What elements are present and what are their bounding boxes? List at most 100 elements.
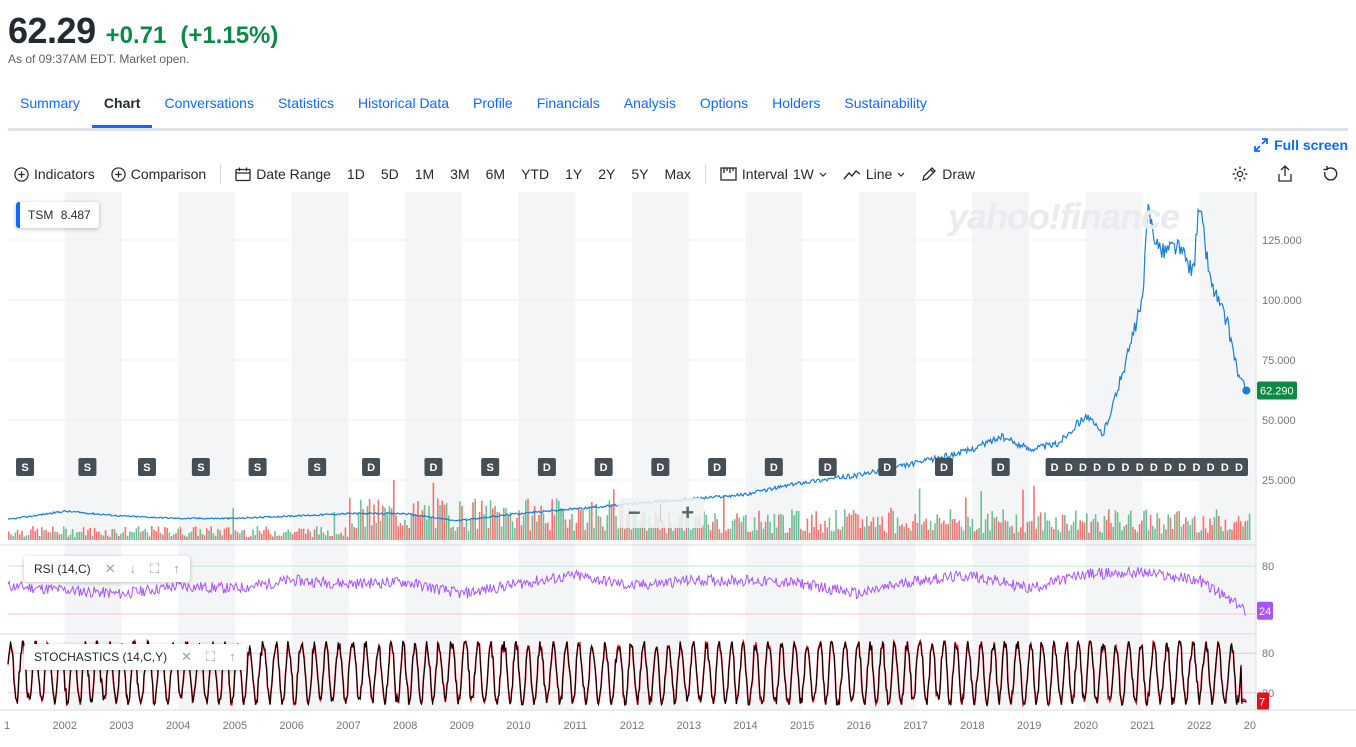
volume-bar	[1009, 526, 1011, 540]
volume-bar	[8, 531, 10, 540]
range-5y[interactable]: 5Y	[631, 166, 649, 182]
event-marker	[137, 458, 156, 476]
toolbar-divider	[704, 164, 706, 184]
range-5d[interactable]: 5D	[380, 166, 399, 182]
volume-bar	[888, 512, 890, 540]
range-ytd[interactable]: YTD	[521, 166, 550, 182]
event-marker-label: D	[1235, 462, 1243, 474]
volume-bar	[322, 532, 325, 540]
range-1d[interactable]: 1D	[346, 166, 365, 182]
volume-bar	[1244, 521, 1246, 540]
volume-bar	[989, 530, 991, 540]
year-band	[405, 192, 462, 710]
draw-button[interactable]: Draw	[913, 166, 983, 182]
event-marker-label: S	[254, 462, 261, 474]
symbol-legend[interactable]: TSM 8.487	[16, 202, 99, 228]
volume-bar	[525, 500, 527, 540]
event-marker-label: D	[1093, 462, 1101, 474]
tab-chart[interactable]: Chart	[91, 83, 153, 128]
volume-bar	[164, 527, 166, 540]
volume-bar	[881, 516, 883, 540]
volume-bar	[859, 527, 861, 540]
close-icon[interactable]: ✕	[181, 649, 193, 664]
volume-bar	[940, 523, 943, 540]
expand-icon[interactable]: ⛶	[150, 561, 160, 576]
tab-historical-data[interactable]: Historical Data	[357, 95, 450, 111]
arrow-up-icon[interactable]: ↑	[173, 561, 180, 576]
zoom-out-button[interactable]: −	[627, 500, 641, 525]
volume-bar	[371, 525, 373, 540]
tab-analysis[interactable]: Analysis	[623, 95, 676, 111]
volume-bar	[529, 530, 531, 540]
volume-bar	[747, 531, 749, 540]
event-marker	[248, 458, 267, 476]
range-6m[interactable]: 6M	[485, 166, 506, 182]
volume-bar	[936, 514, 938, 540]
volume-bar	[10, 534, 12, 540]
zoom-in-button[interactable]: +	[681, 500, 695, 525]
full-screen-button[interactable]: Full screen	[1254, 137, 1348, 153]
event-marker	[1159, 458, 1178, 476]
rsi-last-label: 24	[1259, 606, 1271, 618]
volume-bar	[395, 515, 397, 540]
reset-icon[interactable]	[1321, 165, 1338, 183]
volume-bar	[296, 531, 298, 540]
close-icon[interactable]: ✕	[104, 561, 116, 576]
range-1y[interactable]: 1Y	[565, 166, 583, 182]
volume-bar	[1149, 514, 1152, 540]
range-max[interactable]: Max	[664, 166, 691, 182]
range-3m[interactable]: 3M	[450, 166, 470, 182]
arrow-down-icon[interactable]: ↓	[129, 561, 137, 576]
volume-bar	[712, 521, 714, 540]
tab-statistics[interactable]: Statistics	[277, 95, 334, 111]
x-tick-label: 2021	[1130, 720, 1154, 732]
volume-bar	[793, 515, 795, 540]
volume-bar	[720, 532, 723, 540]
tab-conversations[interactable]: Conversations	[164, 95, 254, 111]
event-marker	[1102, 458, 1121, 476]
event-marker-label: S	[143, 462, 150, 474]
tab-options[interactable]: Options	[699, 95, 749, 111]
comparison-button[interactable]: Comparison	[103, 166, 214, 182]
tab-profile[interactable]: Profile	[473, 95, 513, 111]
tab-holders[interactable]: Holders	[772, 95, 821, 111]
indicators-button[interactable]: Indicators	[6, 166, 103, 182]
event-marker-label: D	[1122, 462, 1130, 474]
volume-bar	[96, 531, 98, 540]
volume-bar	[289, 531, 292, 540]
interval-button[interactable]: Interval 1W	[712, 166, 835, 182]
volume-bar	[1207, 532, 1209, 540]
x-tick-label: 2012	[620, 720, 644, 732]
volume-bar	[1132, 527, 1134, 540]
tab-sustainability[interactable]: Sustainability	[844, 95, 927, 111]
volume-bar	[1231, 529, 1233, 540]
zoom-divider	[660, 504, 662, 522]
volume-bar	[580, 509, 582, 540]
volume-bar	[833, 531, 835, 540]
date-range-button[interactable]: Date Range	[227, 166, 339, 182]
volume-bar	[716, 519, 718, 540]
range-2y[interactable]: 2Y	[598, 166, 616, 182]
gear-icon[interactable]	[1231, 165, 1249, 183]
share-icon[interactable]	[1277, 165, 1293, 183]
range-1m[interactable]: 1M	[414, 166, 435, 182]
expand-icon[interactable]: ⛶	[206, 649, 216, 664]
event-marker-label: D	[1051, 462, 1059, 474]
event-marker	[1201, 458, 1220, 476]
stoch-last-badge	[1257, 692, 1269, 711]
volume-bar	[1145, 509, 1147, 540]
tab-summary[interactable]: Summary	[20, 95, 80, 111]
rsi-legend[interactable]: RSI (14,C) ✕ ↓ ⛶ ↑	[24, 556, 190, 582]
chart-type-button[interactable]: Line	[835, 166, 913, 182]
tab-financials[interactable]: Financials	[536, 95, 600, 111]
volume-bar	[1152, 525, 1154, 540]
volume-bar	[470, 519, 472, 540]
stochastics-legend[interactable]: STOCHASTICS (14,C,Y) ✕ ⛶ ↑	[24, 644, 246, 670]
volume-bar	[670, 522, 672, 540]
volume-bar	[124, 527, 127, 540]
volume-bar	[1141, 520, 1143, 540]
volume-bar	[738, 517, 740, 540]
volume-bar	[1178, 510, 1180, 540]
arrow-up-icon[interactable]: ↑	[229, 649, 236, 664]
stock-chart[interactable]: 25.000 50.000 75.000 100.000 125.000 62.290 S S…	[0, 190, 1356, 747]
